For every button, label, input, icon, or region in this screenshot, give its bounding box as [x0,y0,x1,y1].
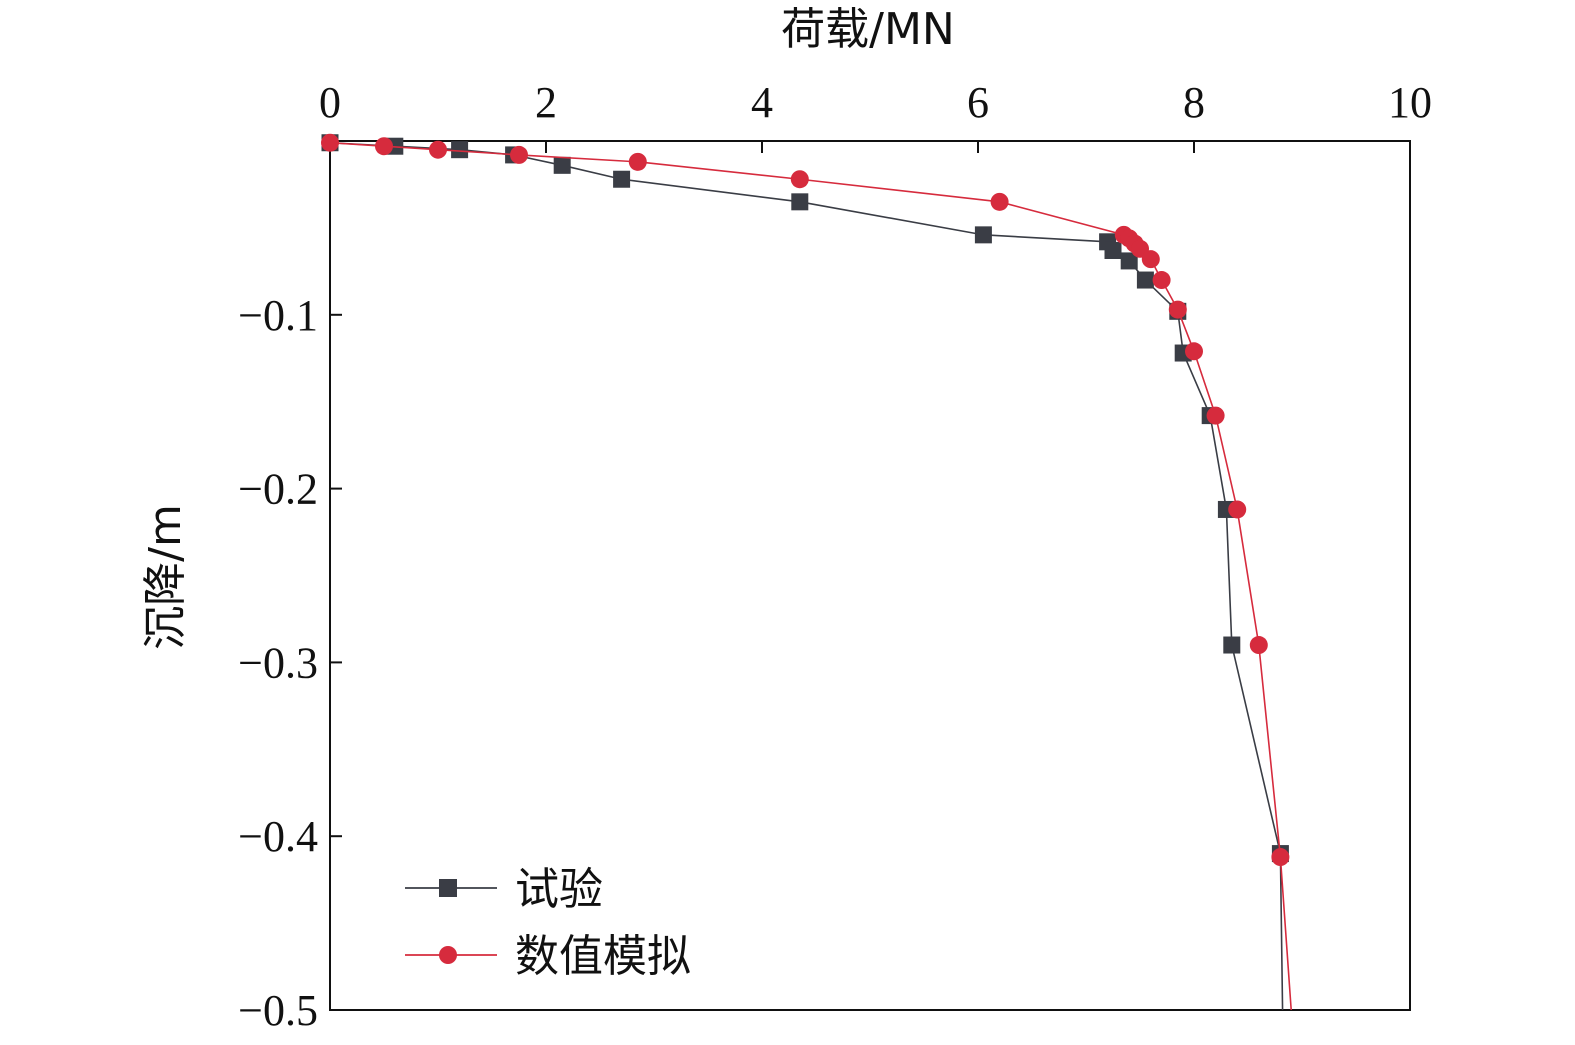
plot-frame [329,140,1411,1011]
x-tick-label: 0 [319,78,341,127]
data-point [1223,636,1241,654]
y-tick-label: −0.2 [238,465,318,514]
data-point [1152,271,1171,290]
x-tick-label: 6 [967,78,989,127]
series-0 [321,134,1289,1011]
data-point [1120,252,1138,270]
legend-label-0: 试验 [515,864,603,915]
data-point [1104,241,1122,259]
data-point [375,137,393,156]
y-axis-title: 沉降/m [140,504,191,650]
legend-marker-1 [439,946,457,964]
x-axis-title: 荷载/MN [781,4,955,55]
x-tick-label: 10 [1388,78,1432,127]
y-axis: −0.1 −0.2 −0.3 −0.4 −0.5 [238,291,342,1035]
y-tick-label: −0.1 [238,291,318,340]
x-tick-label: 2 [535,78,557,127]
legend-label-1: 数值模拟 [515,931,691,982]
y-tick-label: −0.3 [238,638,318,687]
series-1 [321,133,1292,1011]
y-tick-label: −0.4 [238,812,318,861]
data-point [510,145,528,164]
x-axis: 0 2 4 6 8 10 [319,78,1432,153]
data-point [790,170,809,189]
data-point [1228,500,1247,519]
data-point [429,140,447,159]
data-point [553,156,571,174]
data-point [990,192,1009,211]
data-point [1136,271,1154,289]
data-point [628,152,647,171]
y-tick-label: −0.5 [238,986,318,1035]
data-point [613,170,631,188]
data-point [451,141,469,159]
data-point [1168,300,1187,319]
data-point [791,193,809,211]
data-point [1206,406,1225,425]
data-point [1271,848,1290,867]
data-point [321,133,339,152]
legend-marker-0 [439,879,457,897]
data-point [974,226,992,244]
y-axis-title-group: 沉降/m [140,504,191,650]
x-tick-label: 4 [751,78,773,127]
legend: 试验 数值模拟 [405,864,691,982]
series-layer [321,133,1292,1011]
data-point [1185,342,1203,361]
data-point [1249,636,1268,655]
data-point [1141,250,1160,269]
x-tick-label: 8 [1183,78,1205,127]
